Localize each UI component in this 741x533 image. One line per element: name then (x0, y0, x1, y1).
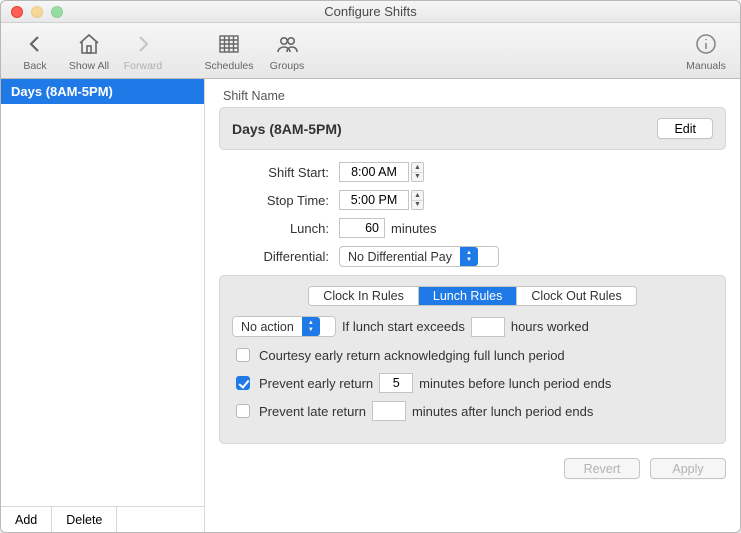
stepper-up-icon[interactable]: ▲ (412, 191, 423, 201)
select-arrows-icon: ▲▼ (302, 317, 320, 336)
prevent-late-row: Prevent late return minutes after lunch … (232, 401, 713, 421)
stop-time-stepper[interactable]: ▲▼ (411, 190, 424, 210)
chevron-right-icon (129, 30, 157, 58)
prevent-early-label1: Prevent early return (259, 376, 373, 391)
schedules-label: Schedules (204, 60, 253, 72)
show-all-button[interactable]: Show All (65, 30, 113, 72)
stepper-up-icon[interactable]: ▲ (412, 163, 423, 173)
schedules-button[interactable]: Schedules (201, 30, 257, 72)
differential-label: Differential: (219, 249, 329, 264)
shift-start-label: Shift Start: (219, 165, 329, 180)
lunch-action-select[interactable]: No action ▲▼ (232, 316, 336, 337)
shift-start-input[interactable] (339, 162, 409, 182)
prevent-early-checkbox[interactable] (236, 376, 250, 390)
back-label: Back (23, 60, 46, 72)
forward-label: Forward (124, 60, 163, 72)
section-group: Schedules Groups (201, 30, 311, 72)
nav-group: Back Show All Forward (11, 30, 167, 72)
delete-button[interactable]: Delete (52, 507, 117, 532)
main-panel: Shift Name Days (8AM-5PM) Edit Shift Sta… (205, 79, 740, 532)
shift-name-value: Days (8AM-5PM) (232, 121, 342, 137)
prevent-late-checkbox[interactable] (236, 404, 250, 418)
exceeds-hours-input[interactable] (471, 317, 505, 337)
groups-button[interactable]: Groups (263, 30, 311, 72)
prevent-late-label1: Prevent late return (259, 404, 366, 419)
window: Configure Shifts Back Show All Forward (0, 0, 741, 533)
tab-clock-out[interactable]: Clock Out Rules (517, 287, 635, 305)
people-icon (273, 30, 301, 58)
chevron-left-icon (21, 30, 49, 58)
lunch-label: Lunch: (219, 221, 329, 236)
courtesy-row: Courtesy early return acknowledging full… (232, 345, 713, 365)
prevent-early-row: Prevent early return minutes before lunc… (232, 373, 713, 393)
lunch-action-value: No action (233, 320, 302, 334)
prevent-late-input[interactable] (372, 401, 406, 421)
titlebar: Configure Shifts (1, 1, 740, 23)
list-item[interactable]: Days (8AM-5PM) (1, 79, 204, 104)
courtesy-label: Courtesy early return acknowledging full… (259, 348, 565, 363)
differential-select[interactable]: No Differential Pay ▲▼ (339, 246, 499, 267)
edit-button[interactable]: Edit (657, 118, 713, 139)
minutes-unit: minutes (391, 221, 437, 236)
shift-list[interactable]: Days (8AM-5PM) (1, 79, 204, 506)
lunch-input[interactable] (339, 218, 385, 238)
sidebar-footer: Add Delete (1, 506, 204, 532)
body: Days (8AM-5PM) Add Delete Shift Name Day… (1, 79, 740, 532)
courtesy-checkbox[interactable] (236, 348, 250, 362)
stepper-down-icon[interactable]: ▼ (412, 173, 423, 182)
apply-button: Apply (650, 458, 726, 479)
differential-value: No Differential Pay (340, 250, 460, 264)
exceeds-suffix: hours worked (511, 319, 589, 334)
calendar-grid-icon (215, 30, 243, 58)
manuals-label: Manuals (686, 60, 726, 72)
info-icon (692, 30, 720, 58)
differential-row: Differential: No Differential Pay ▲▼ (219, 246, 726, 267)
toolbar: Back Show All Forward (1, 23, 740, 79)
forward-button: Forward (119, 30, 167, 72)
lunch-action-row: No action ▲▼ If lunch start exceeds hour… (232, 316, 713, 337)
revert-button: Revert (564, 458, 640, 479)
add-button[interactable]: Add (1, 507, 52, 532)
shift-start-row: Shift Start: ▲▼ (219, 162, 726, 182)
prevent-early-label2: minutes before lunch period ends (419, 376, 611, 391)
footer-buttons: Revert Apply (219, 458, 726, 479)
rules-tabs: Clock In Rules Lunch Rules Clock Out Rul… (232, 286, 713, 306)
sidebar: Days (8AM-5PM) Add Delete (1, 79, 205, 532)
shift-name-box: Days (8AM-5PM) Edit (219, 107, 726, 150)
shift-name-label: Shift Name (223, 89, 726, 103)
tab-clock-in[interactable]: Clock In Rules (309, 287, 419, 305)
rules-box: Clock In Rules Lunch Rules Clock Out Rul… (219, 275, 726, 444)
prevent-late-label2: minutes after lunch period ends (412, 404, 593, 419)
stepper-down-icon[interactable]: ▼ (412, 201, 423, 210)
back-button[interactable]: Back (11, 30, 59, 72)
groups-label: Groups (270, 60, 304, 72)
shift-start-stepper[interactable]: ▲▼ (411, 162, 424, 182)
exceeds-prefix: If lunch start exceeds (342, 319, 465, 334)
lunch-row: Lunch: minutes (219, 218, 726, 238)
manuals-button[interactable]: Manuals (682, 30, 730, 72)
show-all-label: Show All (69, 60, 109, 72)
stop-time-input[interactable] (339, 190, 409, 210)
stop-time-row: Stop Time: ▲▼ (219, 190, 726, 210)
tab-lunch[interactable]: Lunch Rules (419, 287, 518, 305)
stop-time-label: Stop Time: (219, 193, 329, 208)
select-arrows-icon: ▲▼ (460, 247, 478, 266)
home-icon (75, 30, 103, 58)
window-title: Configure Shifts (1, 4, 740, 19)
prevent-early-input[interactable] (379, 373, 413, 393)
